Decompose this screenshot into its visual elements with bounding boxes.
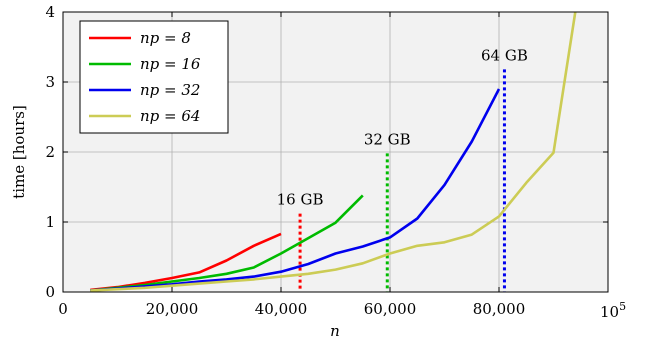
x-axis-label: n [330,322,340,340]
y-tick-label-0: 0 [45,283,55,301]
x-tick-label-0: 0 [58,300,68,318]
legend: np = 8 np = 16 np = 32 np = 64 [79,20,229,134]
x-tick-label-4: 80,000 [473,300,526,318]
x-tick-label-3: 60,000 [364,300,417,318]
series-line-3 [90,11,577,292]
y-tick-label-1: 1 [45,213,55,231]
series-line-2 [90,88,501,292]
axes: 0 20,000 40,000 60,000 80,000 0 1 2 3 4 [45,3,608,318]
legend-label-3: np = 64 [140,107,200,125]
legend-label-1: np = 16 [140,55,201,73]
legend-box [79,20,229,134]
x-scale-exponent: 5 [619,300,626,313]
annotations: 16 GB 32 GB 64 GB [277,46,528,292]
series-lines [90,11,577,292]
y-tick-label-2: 2 [45,143,55,161]
annotation-label-2: 64 GB [481,46,528,64]
annotation-label-1: 32 GB [364,130,411,148]
x-tick-label-2: 40,000 [255,300,308,318]
legend-label-2: np = 32 [140,81,200,99]
y-tick-label-4: 4 [45,3,55,21]
x-tick-label-1: 20,000 [146,300,199,318]
y-axis-label: time [hours] [10,105,28,199]
legend-label-0: np = 8 [140,29,191,47]
x-scale-label: 105 [600,300,626,321]
annotation-label-0: 16 GB [277,191,324,209]
x-scale-base: 10 [600,303,619,321]
y-tick-label-3: 3 [45,73,55,91]
